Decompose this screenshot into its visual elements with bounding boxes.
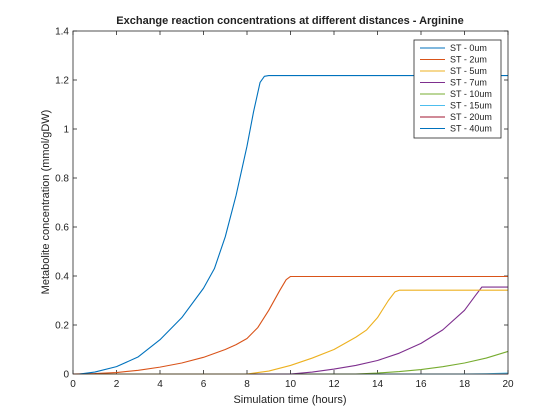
chart-title: Exchange reaction concentrations at diff… xyxy=(116,15,463,27)
x-axis-label: Simulation time (hours) xyxy=(233,394,346,406)
y-tick-label: 0.2 xyxy=(55,321,69,332)
series-line-st-7um xyxy=(73,286,508,375)
legend-label: ST - 15um xyxy=(450,101,492,111)
x-tick-label: 18 xyxy=(459,379,471,390)
x-tick-label: 14 xyxy=(372,379,384,390)
plot-frame xyxy=(72,30,509,375)
legend-label: ST - 2um xyxy=(450,55,487,65)
y-tick-label: 1 xyxy=(63,125,69,136)
legend-label: ST - 0um xyxy=(450,43,487,53)
legend-box xyxy=(413,39,502,139)
x-tick-label: 0 xyxy=(70,379,76,390)
x-tick-label: 16 xyxy=(415,379,427,390)
legend-label: ST - 20um xyxy=(450,112,492,122)
series-line-st-5um xyxy=(73,289,508,375)
y-tick-label: 0.6 xyxy=(55,223,69,234)
x-tick-label: 6 xyxy=(201,379,207,390)
series-line-st-2um xyxy=(72,275,508,375)
x-tick-label: 12 xyxy=(328,379,340,390)
x-tick-label: 4 xyxy=(157,379,163,390)
series-line-st-0um xyxy=(79,75,508,375)
y-tick-label: 1.2 xyxy=(55,76,69,87)
y-tick-label: 1.4 xyxy=(55,27,69,38)
x-tick-label: 10 xyxy=(285,379,297,390)
x-tick-label: 20 xyxy=(502,379,514,390)
y-tick-label: 0 xyxy=(63,370,69,381)
y-axis-label: Metabolite concentration (mmol/gDW) xyxy=(40,110,52,295)
legend-label: ST - 7um xyxy=(450,78,487,88)
x-ticks: 0 2 4 6 8 10 12 14 16 18 20 xyxy=(70,31,514,390)
legend-label: ST - 5um xyxy=(450,66,487,76)
legend-label: ST - 40um xyxy=(450,124,492,134)
x-tick-label: 2 xyxy=(114,379,120,390)
y-tick-label: 0.8 xyxy=(55,174,69,185)
legend-label: ST - 10um xyxy=(450,89,492,99)
x-tick-label: 8 xyxy=(244,379,250,390)
y-tick-label: 0.4 xyxy=(55,272,69,283)
